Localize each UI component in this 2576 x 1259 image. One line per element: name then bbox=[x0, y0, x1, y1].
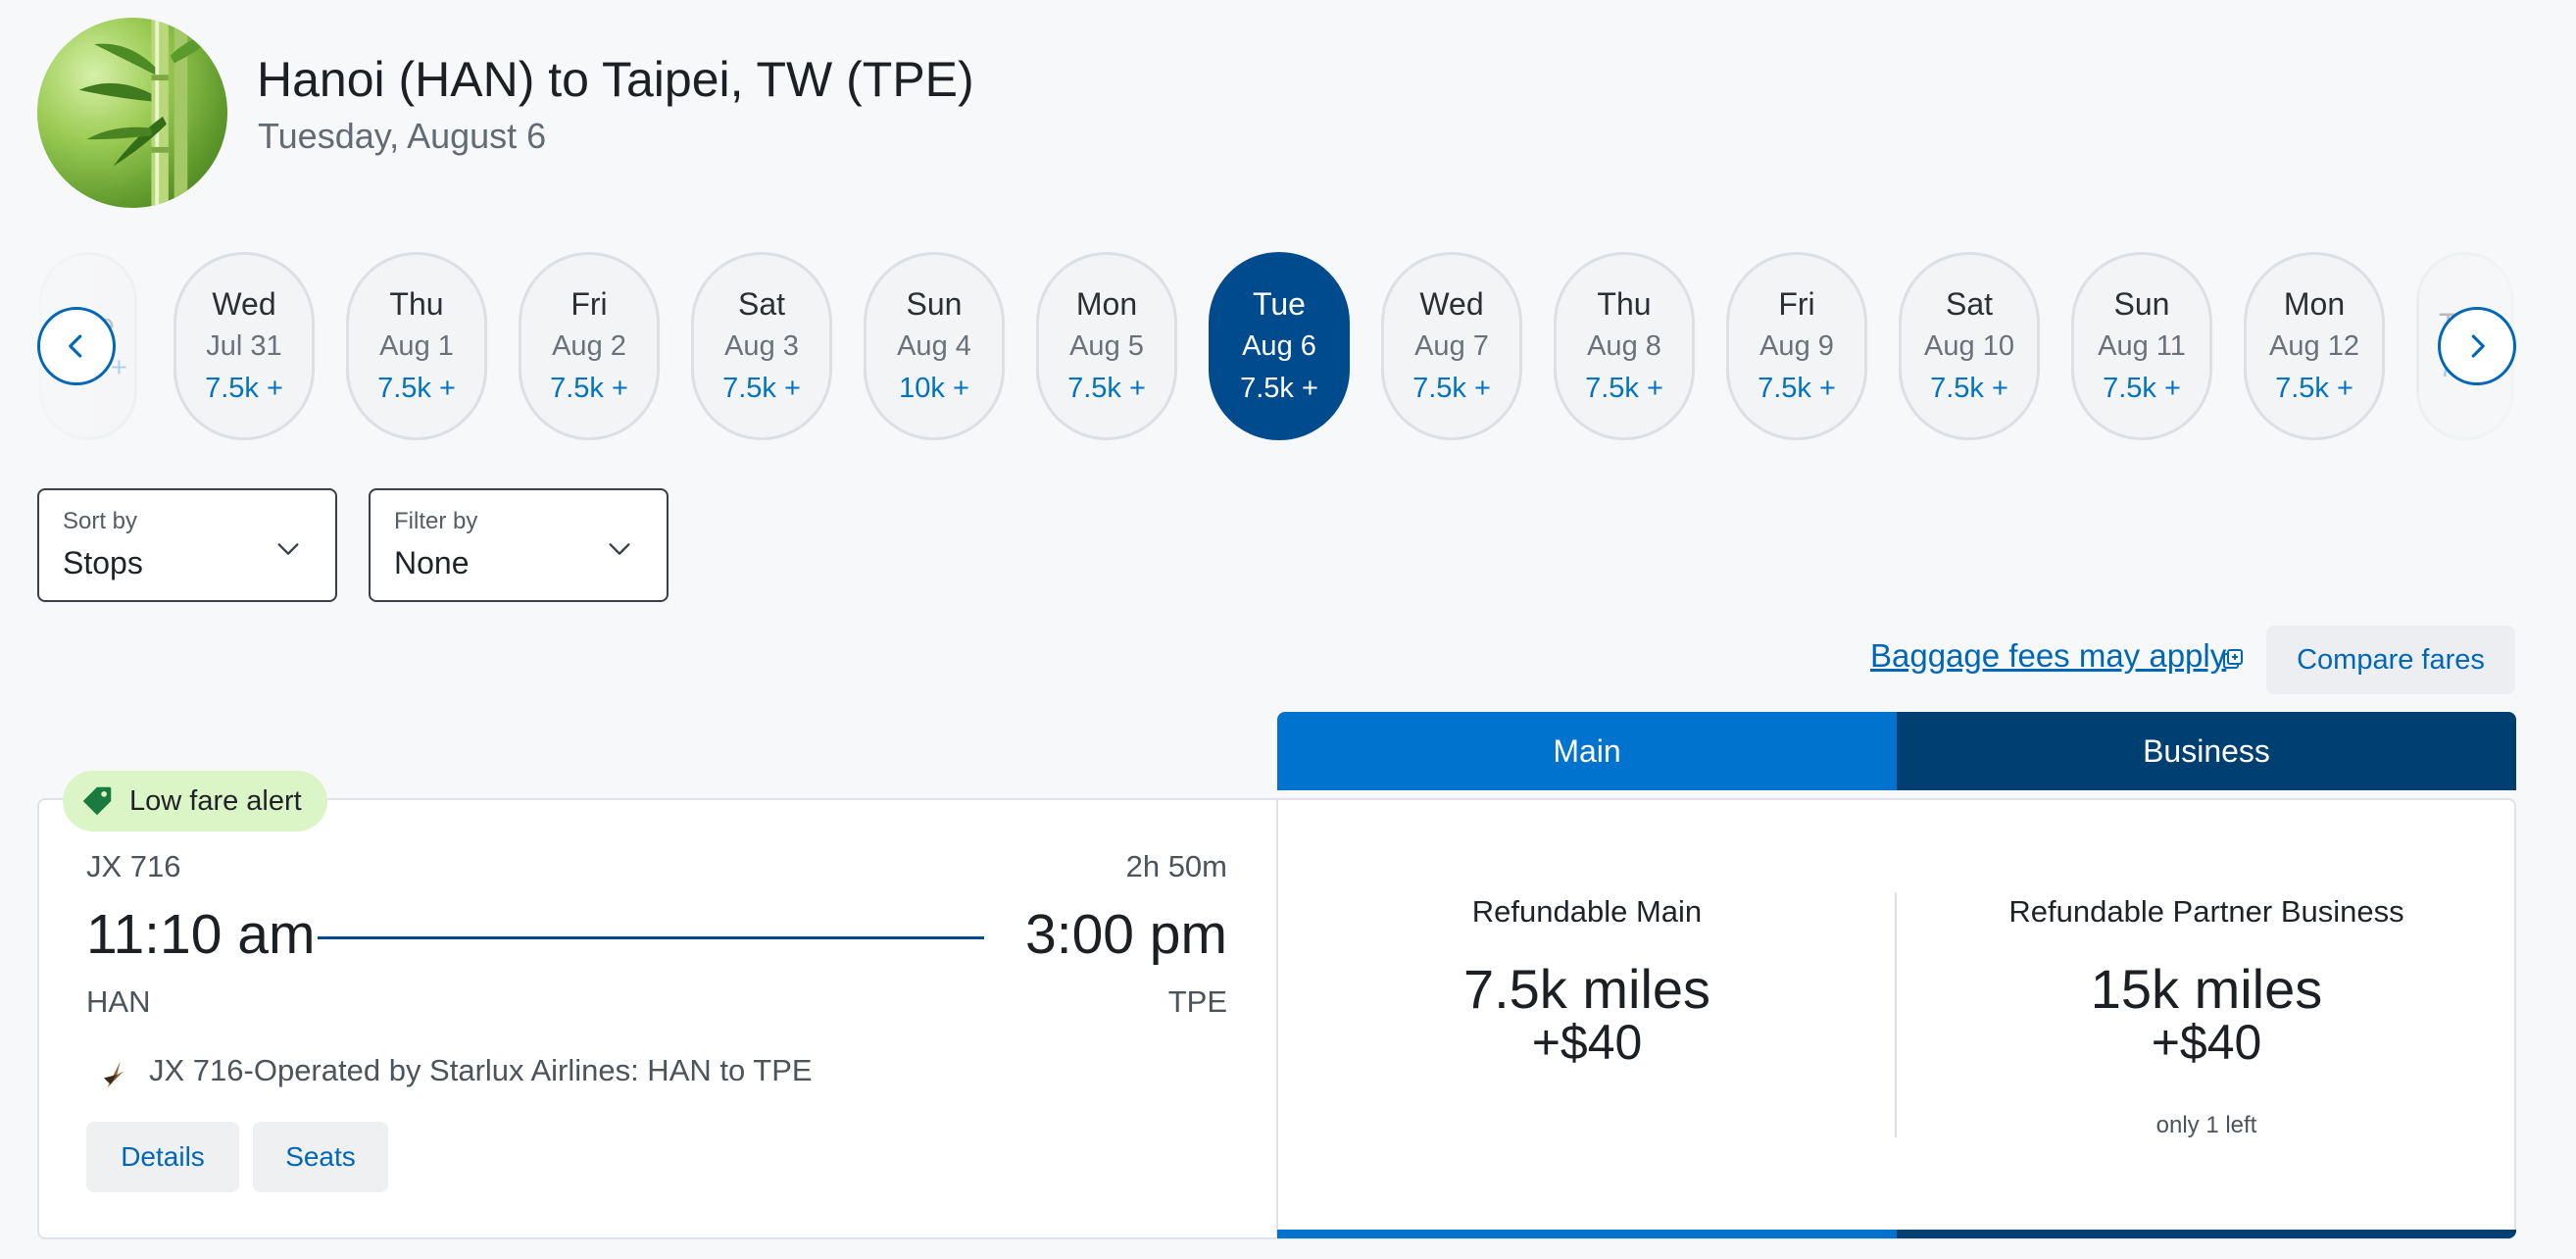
date-option-date: Aug 4 bbox=[897, 330, 971, 362]
date-option-price: 7.5k + bbox=[377, 373, 456, 404]
page-title: Hanoi (HAN) to Taipei, TW (TPE) bbox=[257, 52, 974, 107]
date-option-price: 7.5k + bbox=[2103, 373, 2181, 404]
sort-by-select[interactable]: Sort by Stops bbox=[37, 488, 337, 602]
date-option-date: Jul 31 bbox=[206, 330, 282, 362]
fare-section-divider bbox=[1276, 798, 1278, 1239]
main-fare-miles[interactable]: 7.5k miles bbox=[1462, 958, 1711, 1020]
business-fare-bar bbox=[1897, 1230, 2516, 1238]
date-option-price: 7.5k + bbox=[1930, 373, 2008, 404]
date-option-date: Aug 7 bbox=[1414, 330, 1489, 362]
date-option-day: Fri bbox=[1778, 286, 1815, 322]
date-option-price: 7.5k + bbox=[1412, 373, 1491, 404]
seats-button[interactable]: Seats bbox=[253, 1122, 388, 1192]
date-option-day: Sat bbox=[1945, 286, 1994, 322]
date-option-price: 7.5k + bbox=[1585, 373, 1663, 404]
travel-date: Tuesday, August 6 bbox=[258, 116, 547, 156]
date-option-date: Aug 6 bbox=[1242, 330, 1316, 362]
date-option-date: Aug 10 bbox=[1924, 330, 2014, 362]
date-option-price: 7.5k + bbox=[1758, 373, 1836, 404]
main-fare-fee[interactable]: +$40 bbox=[1531, 1015, 1643, 1070]
main-fare-name: Refundable Main bbox=[1471, 894, 1703, 929]
low-fare-alert-badge: Low fare alert bbox=[63, 771, 327, 831]
date-option[interactable]: Mon Aug 12 7.5k + bbox=[2244, 252, 2385, 440]
date-option-date: Aug 5 bbox=[1069, 330, 1144, 362]
filter-by-value: None bbox=[394, 545, 470, 580]
chevron-down-icon bbox=[609, 543, 630, 555]
low-fare-alert-text: Low fare alert bbox=[129, 784, 302, 817]
date-option[interactable]: Sat Aug 10 7.5k + bbox=[1899, 252, 2040, 440]
date-option-day: Sat bbox=[737, 286, 786, 322]
date-option[interactable]: Fri Aug 9 7.5k + bbox=[1726, 252, 1867, 440]
filter-by-select[interactable]: Filter by None bbox=[369, 488, 669, 602]
next-dates-button[interactable] bbox=[2438, 307, 2516, 385]
date-option-date: Aug 12 bbox=[2269, 330, 2359, 362]
price-tag-icon bbox=[82, 786, 112, 816]
departure-airport: HAN bbox=[86, 984, 151, 1019]
date-option-price: 7.5k + bbox=[1067, 373, 1146, 404]
date-option-day: Thu bbox=[389, 286, 444, 322]
date-option-price: 7.5k + bbox=[2275, 373, 2353, 404]
date-option-day: Tue bbox=[1253, 286, 1306, 322]
date-option-price: 7.5k + bbox=[205, 373, 283, 404]
previous-dates-button[interactable] bbox=[37, 307, 116, 385]
sort-by-label: Sort by bbox=[63, 508, 138, 534]
date-option-date: Aug 9 bbox=[1759, 330, 1834, 362]
tab-business-cabin[interactable]: Business bbox=[1897, 712, 2516, 790]
arrival-airport: TPE bbox=[1167, 984, 1227, 1019]
route-line bbox=[318, 936, 984, 939]
tab-main-cabin[interactable]: Main bbox=[1277, 712, 1897, 790]
destination-image bbox=[37, 18, 227, 208]
date-option-day: Mon bbox=[1075, 286, 1138, 322]
business-fare-miles[interactable]: 15k miles bbox=[2090, 958, 2323, 1020]
date-option[interactable]: Mon Aug 5 7.5k + bbox=[1036, 252, 1177, 440]
compare-fares-button[interactable]: Compare fares bbox=[2266, 626, 2515, 694]
date-option-day: Sun bbox=[2113, 286, 2170, 322]
business-fare-fee[interactable]: +$40 bbox=[2151, 1015, 2262, 1070]
fare-column-divider bbox=[1895, 892, 1897, 1137]
chevron-right-icon bbox=[2471, 334, 2485, 358]
arrival-time: 3:00 pm bbox=[1025, 903, 1227, 966]
flight-number: JX 716 bbox=[86, 849, 181, 883]
main-fare-bar bbox=[1277, 1230, 1897, 1238]
date-option-date: Aug 8 bbox=[1587, 330, 1661, 362]
date-option[interactable]: Wed Aug 7 7.5k + bbox=[1381, 252, 1522, 440]
date-option-date: Aug 2 bbox=[552, 330, 626, 362]
date-option[interactable]: Wed Jul 31 7.5k + bbox=[173, 252, 315, 440]
filter-by-label: Filter by bbox=[394, 508, 478, 534]
date-option[interactable]: Thu Aug 1 7.5k + bbox=[346, 252, 487, 440]
baggage-fees-link[interactable]: Baggage fees may apply bbox=[1870, 637, 2227, 674]
date-option-price: 7.5k + bbox=[550, 373, 628, 404]
date-option[interactable]: Sun Aug 11 7.5k + bbox=[2071, 252, 2212, 440]
date-option-date: Aug 3 bbox=[724, 330, 799, 362]
starlux-logo-icon bbox=[94, 1055, 133, 1094]
chevron-down-icon bbox=[277, 543, 299, 555]
business-fare-name: Refundable Partner Business bbox=[2008, 894, 2404, 929]
date-option-date: Aug 11 bbox=[2098, 330, 2186, 362]
date-option-price: 7.5k + bbox=[722, 373, 801, 404]
date-option-day: Fri bbox=[570, 286, 608, 322]
details-button[interactable]: Details bbox=[86, 1122, 239, 1192]
flight-duration: 2h 50m bbox=[1125, 849, 1227, 883]
date-option[interactable]: Sat Aug 3 7.5k + bbox=[691, 252, 832, 440]
departure-time: 11:10 am bbox=[86, 903, 316, 966]
date-option-day: Wed bbox=[212, 286, 276, 322]
date-option[interactable]: Fri Aug 2 7.5k + bbox=[519, 252, 660, 440]
sort-by-value: Stops bbox=[63, 545, 143, 580]
date-option-day: Mon bbox=[2283, 286, 2346, 322]
seats-remaining-text: only 1 left bbox=[2155, 1112, 2257, 1138]
chevron-left-icon bbox=[69, 334, 82, 358]
date-option-price: 7.5k + bbox=[1240, 373, 1318, 404]
date-option[interactable]: Sun Aug 4 10k + bbox=[864, 252, 1005, 440]
operated-by-text: JX 716-Operated by Starlux Airlines: HAN… bbox=[149, 1053, 813, 1087]
date-option-day: Thu bbox=[1597, 286, 1652, 322]
date-option-day: Wed bbox=[1419, 286, 1484, 322]
date-option-day: Sun bbox=[906, 286, 963, 322]
date-option[interactable]: Tue Aug 6 7.5k + bbox=[1209, 252, 1350, 440]
date-option-date: Aug 1 bbox=[379, 330, 454, 362]
date-option[interactable]: Thu Aug 8 7.5k + bbox=[1554, 252, 1695, 440]
external-link-icon bbox=[2223, 649, 2243, 669]
date-option-price: 10k + bbox=[899, 373, 969, 404]
